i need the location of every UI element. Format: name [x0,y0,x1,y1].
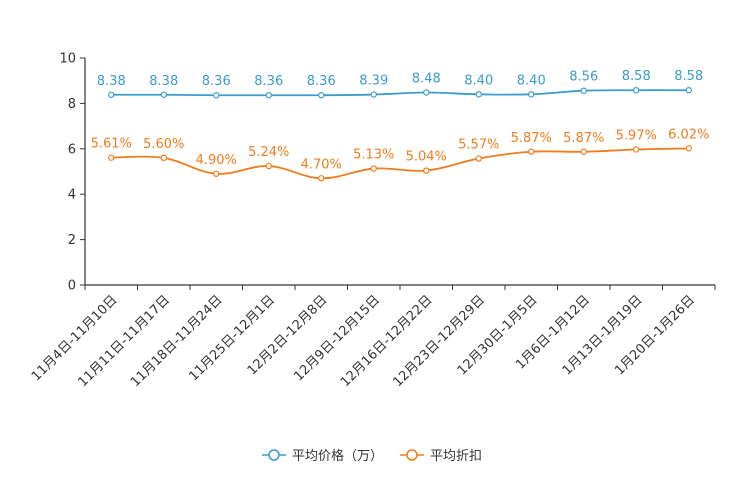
legend: 平均价格（万） 平均折扣 [262,448,482,464]
data-label: 5.97% [616,128,657,143]
data-point [475,155,482,162]
data-point [633,146,640,153]
data-point [213,92,220,99]
series-layer: 8.38 8.38 8.36 8.36 8.36 8.39 8.48 8.40 8.40 8.56… [91,69,709,182]
data-label: 5.87% [511,131,552,146]
data-point [318,175,325,182]
data-point [423,89,430,96]
data-point [475,91,482,98]
series-1: 8.38 8.38 8.36 8.36 8.36 8.39 8.48 8.40 8.40 8.56… [97,69,703,99]
data-label: 8.36 [202,74,231,89]
data-point [528,91,535,98]
data-point [265,92,272,99]
y-tick-label: 6 [68,142,76,157]
data-point [423,167,430,174]
data-label: 5.13% [353,148,394,163]
legend-swatch-marker [406,449,418,461]
x-category-label: 11月18日-11月24日 [128,293,225,390]
data-point [580,87,587,94]
data-label: 8.56 [569,70,598,85]
y-tick-label: 2 [68,233,76,248]
y-tick-label: 10 [59,52,76,67]
y-tick-label: 8 [68,97,76,112]
data-label: 8.40 [464,73,493,88]
data-point [580,148,587,155]
data-point [633,87,640,94]
data-label: 5.60% [143,137,184,152]
data-label: 8.36 [307,74,336,89]
data-label: 4.70% [301,157,342,172]
data-label: 5.61% [91,137,132,152]
axes: 0 2 4 6 8 10 11月4日-11月10日11月11日-11月17日11月18日-1… [29,52,716,390]
data-label: 5.87% [563,131,604,146]
series-2: 5.61% 5.60% 4.90% 5.24% 4.70% 5.13% 5.04% 5.57%… [91,127,709,182]
data-point [213,170,220,177]
data-point [318,92,325,99]
legend-item-2: 平均折扣 [400,449,482,464]
data-point [370,165,377,172]
data-label: 8.38 [97,74,126,89]
data-label: 8.36 [254,74,283,89]
data-point [685,87,692,94]
y-tick-label: 4 [68,188,76,203]
x-category-label: 11月4日-11月10日 [29,293,121,385]
data-point [160,154,167,162]
data-point [370,91,377,98]
legend-label: 平均价格（万） [292,448,383,464]
series-line [111,147,689,180]
series-line [111,89,689,97]
data-point [108,91,115,98]
y-tick-label: 0 [68,279,76,294]
data-label: 6.02% [668,127,709,142]
data-point [108,154,115,161]
data-label: 8.48 [412,72,441,87]
x-category-label: 12月23日-12月29日 [391,293,488,390]
data-point [685,145,692,152]
legend-label: 平均折扣 [430,449,482,464]
data-point [160,91,167,98]
data-label: 8.39 [359,74,388,89]
data-label: 4.90% [196,153,237,168]
data-label: 5.24% [248,145,289,160]
data-label: 8.58 [674,69,703,84]
data-label: 8.38 [149,74,178,89]
legend-item-1: 平均价格（万） [262,448,383,464]
x-category-label: 11月11日-11月17日 [76,293,173,390]
data-point [265,162,272,170]
data-label: 8.40 [517,73,546,88]
data-label: 5.04% [406,150,447,165]
data-label: 5.57% [458,138,499,153]
data-label: 8.58 [622,69,651,84]
data-point [528,148,535,155]
x-category-label: 12月16日-12月22日 [338,293,435,390]
legend-swatch-marker [268,449,280,461]
